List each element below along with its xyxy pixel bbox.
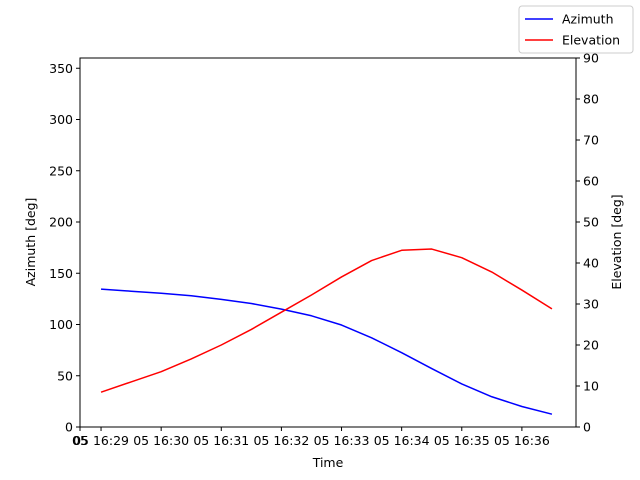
series-line-azimuth <box>100 288 553 415</box>
right-y-tick-label: 50 <box>583 215 599 230</box>
left-y-tick-label: 250 <box>49 163 73 178</box>
left-y-axis: 0 50 100 150 200 250 300 350 <box>49 61 80 435</box>
x-tick-label: 05 16:30 <box>133 433 189 448</box>
right-y-tick-label: 40 <box>583 256 599 271</box>
x-tick-label: 05 16:31 <box>193 433 249 448</box>
legend: Azimuth Elevation <box>518 5 634 54</box>
x-tick-label: 05 16:32 <box>253 433 309 448</box>
legend-box <box>518 5 634 54</box>
right-y-tick-label: 30 <box>583 297 599 312</box>
right-y-tick-label: 10 <box>583 379 599 394</box>
left-y-axis-label: Azimuth [deg] <box>23 198 38 287</box>
x-tick-label: 05 16:36 <box>494 433 550 448</box>
x-tick-label: 05 16:29 <box>73 433 129 448</box>
left-y-tick-label: 300 <box>49 112 73 127</box>
right-y-tick-label: 20 <box>583 338 599 353</box>
right-y-tick-label: 70 <box>583 133 599 148</box>
x-tick-label: 05 <box>72 433 88 448</box>
left-y-tick-label: 200 <box>49 215 73 230</box>
right-y-tick-label: 80 <box>583 92 599 107</box>
x-tick-label: 05 16:34 <box>374 433 430 448</box>
plot-lines <box>100 248 553 415</box>
legend-label-elevation: Elevation <box>562 33 620 48</box>
x-tick-label: 05 16:33 <box>314 433 370 448</box>
right-y-axis-label: Elevation [deg] <box>609 194 624 289</box>
left-y-tick-label: 150 <box>49 266 73 281</box>
x-tick-label: 05 16:35 <box>434 433 490 448</box>
left-y-tick-label: 100 <box>49 317 73 332</box>
left-y-tick-label: 0 <box>65 420 73 435</box>
legend-label-azimuth: Azimuth <box>562 12 614 27</box>
right-y-tick-label: 60 <box>583 174 599 189</box>
plot-frame <box>79 57 577 428</box>
left-y-tick-label: 50 <box>57 368 73 383</box>
left-y-tick-label: 350 <box>49 61 73 76</box>
right-y-axis: 0 10 20 30 40 50 60 70 80 90 <box>576 51 599 435</box>
right-y-tick-label: 90 <box>583 51 599 66</box>
right-y-tick-label: 0 <box>583 420 591 435</box>
x-axis-label: Time <box>312 455 344 470</box>
series-line-elevation <box>100 248 553 393</box>
